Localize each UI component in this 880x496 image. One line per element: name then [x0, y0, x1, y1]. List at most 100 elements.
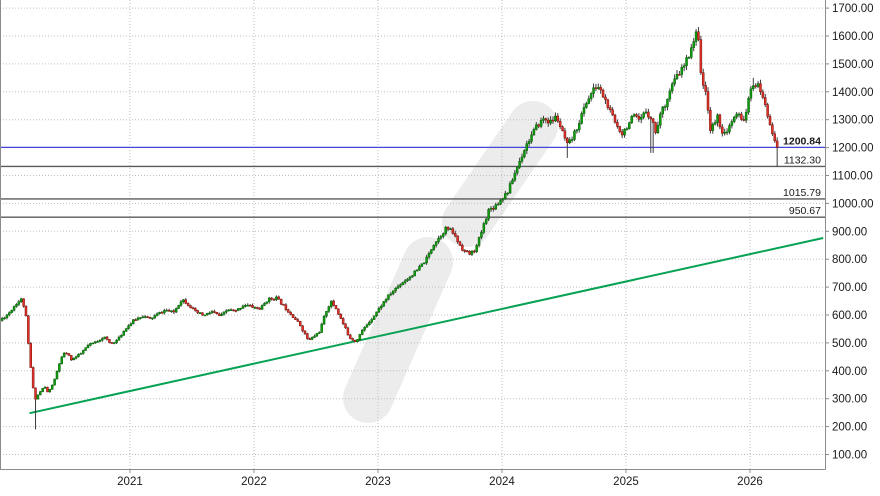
candle-body-up — [735, 113, 738, 118]
candle-body-down — [303, 330, 307, 334]
candle — [632, 113, 636, 118]
candle-body-up — [711, 123, 715, 131]
candle-body-up — [444, 227, 447, 234]
candle-body-up — [656, 124, 660, 133]
candle-body-up — [747, 97, 750, 113]
candle — [251, 303, 254, 308]
candle-body-up — [523, 150, 526, 158]
candle-body-down — [65, 352, 68, 355]
candle-body-up — [418, 266, 421, 271]
candle — [167, 308, 171, 312]
candle — [275, 295, 278, 302]
candle — [737, 112, 741, 118]
candle-body-up — [179, 301, 183, 306]
candle-body-down — [160, 312, 164, 314]
candle — [675, 70, 679, 81]
candle-body-down — [146, 316, 149, 318]
candle — [112, 342, 116, 345]
candle-body-up — [501, 198, 505, 201]
support-level-label: 1015.79 — [783, 187, 821, 199]
candle — [556, 113, 560, 123]
candle — [461, 243, 464, 252]
candle-body-down — [611, 109, 614, 116]
candle — [208, 311, 211, 315]
candle-body-up — [663, 106, 667, 108]
y-tick-label: 400.00 — [832, 366, 867, 378]
candle-body-up — [527, 141, 531, 144]
candle — [470, 250, 474, 257]
candle — [172, 308, 176, 314]
candle-body-up — [320, 323, 323, 333]
y-tick-label: 100.00 — [832, 449, 867, 461]
candle-body-up — [72, 358, 75, 361]
candle — [546, 117, 550, 127]
candle — [413, 270, 416, 277]
candle-body-down — [108, 339, 111, 343]
candle — [239, 307, 242, 311]
candle — [611, 107, 614, 116]
candle-body-up — [155, 313, 159, 316]
x-tick-label: 2021 — [117, 476, 143, 488]
candle — [415, 269, 419, 272]
candle — [67, 352, 71, 357]
candle — [439, 234, 443, 241]
candle — [48, 388, 52, 393]
candle — [294, 316, 297, 320]
candle — [725, 128, 729, 136]
candle — [79, 352, 83, 355]
candle-body-down — [635, 114, 638, 117]
candle-body-down — [184, 299, 188, 304]
x-tick-label: 2022 — [241, 476, 267, 488]
candle — [613, 113, 617, 124]
candle-body-up — [480, 231, 483, 238]
candle — [670, 81, 674, 94]
candle-body-down — [289, 312, 292, 315]
candle — [651, 117, 655, 153]
candle — [656, 121, 660, 134]
candle — [349, 333, 352, 340]
candle — [403, 278, 407, 285]
candle — [353, 339, 357, 342]
candle-body-down — [349, 334, 352, 339]
candle-body-down — [279, 298, 283, 305]
candle — [91, 342, 95, 345]
candle-body-down — [649, 116, 653, 120]
candle-body-down — [558, 120, 562, 127]
candle — [19, 297, 23, 304]
candle-body-up — [360, 329, 364, 335]
candle-body-up — [549, 119, 552, 124]
candle-body-up — [692, 41, 695, 48]
candle-body-up — [239, 307, 242, 310]
candle — [642, 111, 645, 120]
candle-body-up — [475, 245, 478, 252]
candle-body-up — [122, 331, 126, 336]
candle-body-down — [718, 114, 722, 128]
candle-body-up — [132, 319, 135, 324]
candle-body-up — [36, 394, 40, 400]
candle — [380, 304, 383, 310]
candle — [477, 236, 481, 248]
candle-body-down — [775, 140, 779, 148]
candle — [706, 87, 710, 114]
candle — [721, 124, 724, 137]
candle — [344, 323, 347, 329]
candle-body-up — [666, 98, 669, 107]
candle — [53, 378, 56, 386]
candle-body-up — [577, 123, 581, 131]
candle — [525, 140, 529, 155]
candle-body-up — [177, 305, 180, 309]
candle-body-up — [737, 113, 741, 116]
candle — [587, 95, 591, 105]
candle — [680, 64, 684, 78]
candle-body-down — [451, 228, 455, 234]
candle-body-up — [668, 90, 672, 100]
candle-body-up — [673, 78, 676, 85]
candle — [515, 166, 519, 176]
candle-body-up — [730, 121, 734, 126]
y-tick-label: 500.00 — [832, 338, 867, 350]
candle-body-down — [594, 87, 598, 89]
candle-body-up — [680, 67, 684, 75]
candle — [136, 316, 140, 321]
candle-body-down — [341, 318, 345, 325]
